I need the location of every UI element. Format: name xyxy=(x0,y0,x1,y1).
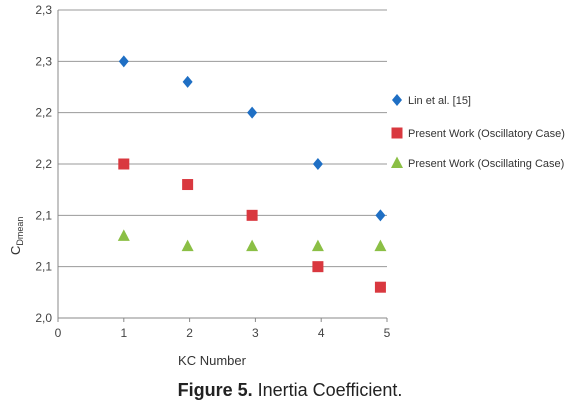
y-tick-label: 2,1 xyxy=(35,208,52,222)
data-point-series-2 xyxy=(118,158,130,170)
data-point-series-2 xyxy=(374,281,386,293)
x-tick-label: 0 xyxy=(55,326,62,340)
x-tick-label: 4 xyxy=(318,326,325,340)
x-tick-label: 3 xyxy=(252,326,259,340)
legend-label-1: Lin et al. [15] xyxy=(408,95,471,107)
data-point-series-1 xyxy=(375,209,386,222)
data-point-series-3 xyxy=(117,229,130,241)
data-point-series-3 xyxy=(246,239,259,252)
data-point-series-3 xyxy=(374,239,387,252)
y-tick-label: 2,1 xyxy=(35,260,52,274)
data-point-series-2 xyxy=(312,261,324,273)
legend: Lin et al. [15] Present Work (Oscillatory… xyxy=(391,94,565,170)
x-tick-label: 5 xyxy=(384,326,391,340)
y-tick-label: 2,2 xyxy=(35,106,52,120)
data-point-series-3 xyxy=(311,239,324,252)
x-axis-title: KC Number xyxy=(178,353,247,368)
legend-label-3: Present Work (Oscillating Case) xyxy=(408,158,564,170)
figure-caption-label: Figure 5. xyxy=(177,380,253,400)
data-point-series-2 xyxy=(246,209,258,221)
legend-label-2: Present Work (Oscillatory Case) xyxy=(408,128,565,140)
x-tick-label: 1 xyxy=(120,326,127,340)
x-tick-label: 2 xyxy=(186,326,193,340)
y-tick-label: 2,2 xyxy=(35,157,52,171)
y-tick-label: 2,3 xyxy=(35,54,52,68)
data-points xyxy=(117,55,387,293)
y-axis-title: CDmean xyxy=(8,217,25,255)
scatter-chart: 2,0 2,1 2,1 2,2 2,2 2,3 2,3 0 1 2 3 4 5 Lin et al. … xyxy=(8,3,565,368)
y-axis-title-sub: Dmean xyxy=(15,217,25,246)
axes xyxy=(57,10,388,322)
data-point-series-1 xyxy=(118,55,129,68)
data-point-series-2 xyxy=(182,179,194,191)
y-tick-label: 2,3 xyxy=(35,3,52,17)
x-tick-labels: 0 1 2 3 4 5 xyxy=(55,326,391,340)
y-tick-labels: 2,0 2,1 2,1 2,2 2,2 2,3 2,3 xyxy=(35,3,52,325)
legend-marker-3 xyxy=(391,156,403,168)
data-point-series-1 xyxy=(247,106,258,119)
data-point-series-3 xyxy=(181,239,194,252)
data-point-series-1 xyxy=(182,75,193,88)
figure-caption: Figure 5. Inertia Coefficient. xyxy=(0,380,580,401)
legend-marker-2 xyxy=(391,127,403,139)
legend-marker-1 xyxy=(392,94,402,106)
y-axis-title-main: C xyxy=(8,246,23,255)
y-tick-label: 2,0 xyxy=(35,311,52,325)
data-point-series-1 xyxy=(312,158,323,170)
figure-caption-text: Inertia Coefficient. xyxy=(252,380,403,400)
grid-lines xyxy=(58,9,387,268)
